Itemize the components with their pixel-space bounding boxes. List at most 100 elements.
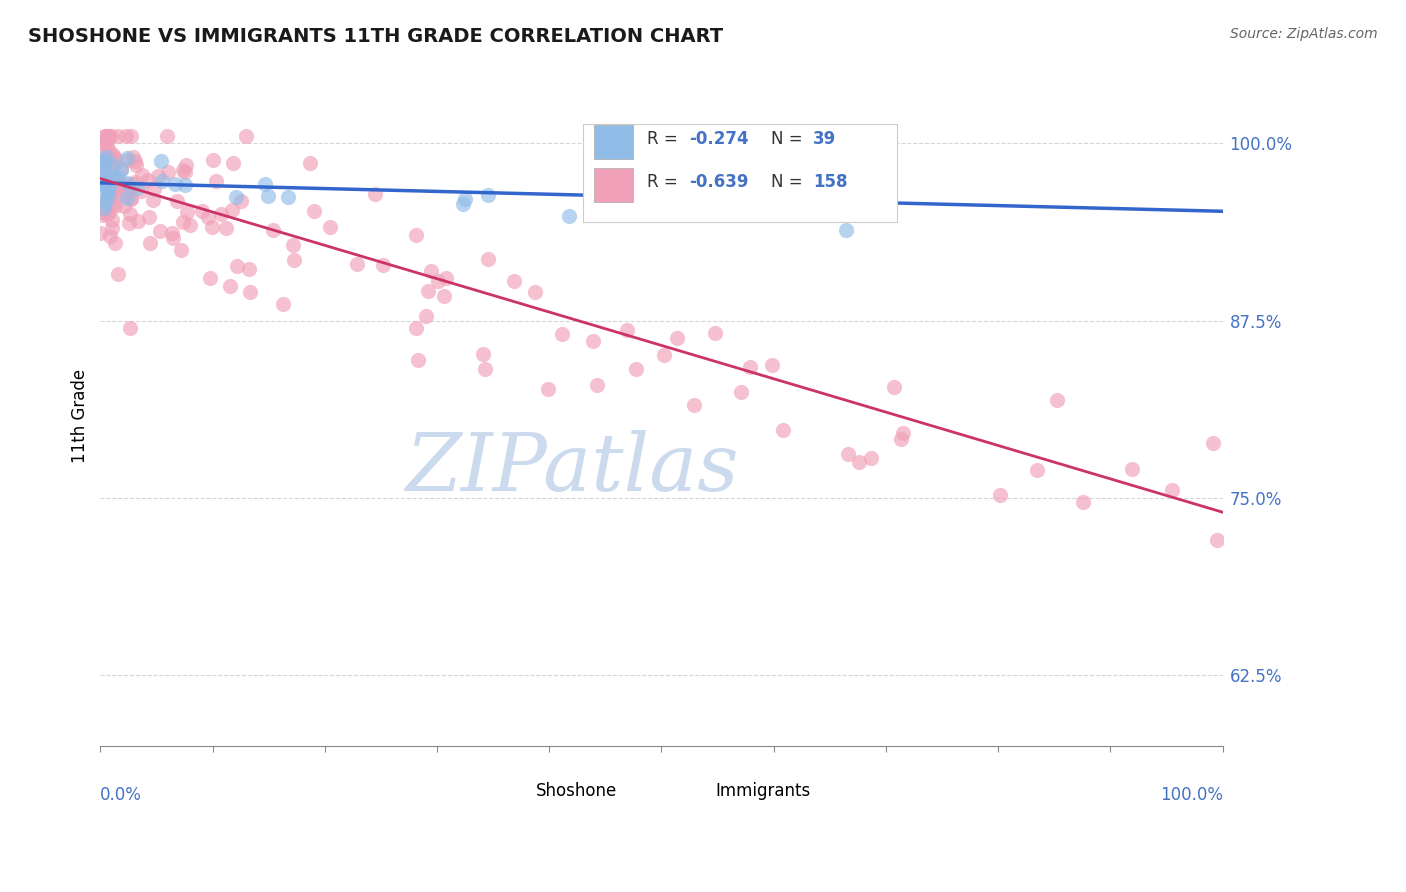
Point	[890, 432, 912, 446]
Point	[105, 173, 128, 187]
Point	[891, 426, 914, 441]
Point	[129, 184, 152, 198]
Point	[502, 274, 524, 288]
Point	[162, 231, 184, 245]
Point	[427, 274, 450, 288]
Point	[262, 223, 284, 237]
Point	[761, 358, 783, 372]
Point	[115, 129, 138, 144]
Point	[215, 221, 238, 235]
Point	[860, 450, 883, 465]
Point	[256, 189, 278, 203]
Point	[118, 320, 141, 334]
Point	[616, 324, 638, 338]
Text: SHOSHONE VS IMMIGRANTS 11TH GRADE CORRELATION CHART: SHOSHONE VS IMMIGRANTS 11TH GRADE CORREL…	[28, 27, 723, 45]
Point	[652, 348, 675, 362]
Point	[124, 176, 146, 190]
Point	[176, 204, 198, 219]
Point	[100, 161, 122, 175]
Point	[451, 196, 474, 211]
Point	[90, 170, 112, 185]
Point	[98, 129, 121, 144]
Point	[90, 153, 112, 168]
Point	[94, 129, 117, 144]
Point	[283, 238, 305, 252]
Point	[127, 214, 149, 228]
Point	[98, 181, 121, 195]
Point	[200, 271, 222, 285]
Point	[98, 170, 121, 185]
Point	[239, 285, 262, 300]
Y-axis label: 11th Grade: 11th Grade	[72, 369, 89, 464]
Point	[98, 228, 121, 243]
Point	[848, 455, 870, 469]
Point	[104, 235, 127, 250]
Point	[835, 223, 858, 237]
Point	[90, 134, 112, 148]
Point	[319, 219, 342, 234]
Point	[94, 177, 117, 191]
Text: 158: 158	[813, 173, 848, 191]
Point	[107, 171, 129, 186]
Point	[120, 192, 142, 206]
Point	[98, 193, 121, 207]
Point	[364, 186, 387, 201]
Point	[100, 213, 122, 227]
Point	[163, 177, 186, 191]
Point	[405, 227, 427, 242]
Point	[117, 153, 139, 168]
Point	[93, 156, 115, 170]
Point	[98, 178, 121, 193]
Point	[98, 179, 121, 194]
Point	[298, 155, 321, 169]
Point	[373, 258, 395, 272]
Point	[96, 171, 118, 186]
Point	[89, 226, 111, 240]
Text: R =: R =	[647, 173, 683, 191]
Point	[90, 164, 112, 178]
Point	[254, 177, 277, 191]
Point	[346, 257, 368, 271]
Point	[179, 218, 201, 232]
Point	[1205, 533, 1227, 548]
Point	[91, 169, 114, 184]
Point	[104, 151, 127, 165]
Point	[1025, 463, 1047, 477]
Point	[219, 278, 242, 293]
Point	[98, 163, 121, 178]
Point	[100, 129, 122, 144]
Point	[665, 331, 688, 345]
Text: Source: ZipAtlas.com: Source: ZipAtlas.com	[1230, 27, 1378, 41]
Bar	[488, 778, 527, 805]
Point	[97, 129, 120, 144]
Point	[174, 165, 197, 179]
Point	[1071, 494, 1094, 508]
Point	[1161, 483, 1184, 497]
Point	[101, 148, 124, 162]
Point	[121, 178, 143, 192]
Point	[112, 178, 135, 192]
Point	[201, 220, 224, 235]
Point	[93, 137, 115, 152]
Point	[624, 362, 647, 376]
Point	[93, 201, 115, 215]
Point	[96, 207, 118, 221]
Point	[537, 382, 560, 396]
Point	[166, 194, 188, 208]
Point	[98, 205, 121, 219]
Point	[226, 259, 249, 273]
Point	[142, 193, 165, 207]
Point	[524, 285, 547, 299]
Point	[103, 170, 125, 185]
Point	[91, 208, 114, 222]
Point	[131, 169, 153, 183]
Point	[90, 155, 112, 169]
Point	[96, 191, 118, 205]
Point	[138, 210, 160, 224]
Point	[94, 179, 117, 194]
Point	[415, 309, 437, 323]
Point	[191, 204, 214, 219]
Point	[115, 176, 138, 190]
Point	[124, 154, 146, 169]
Point	[772, 423, 794, 437]
